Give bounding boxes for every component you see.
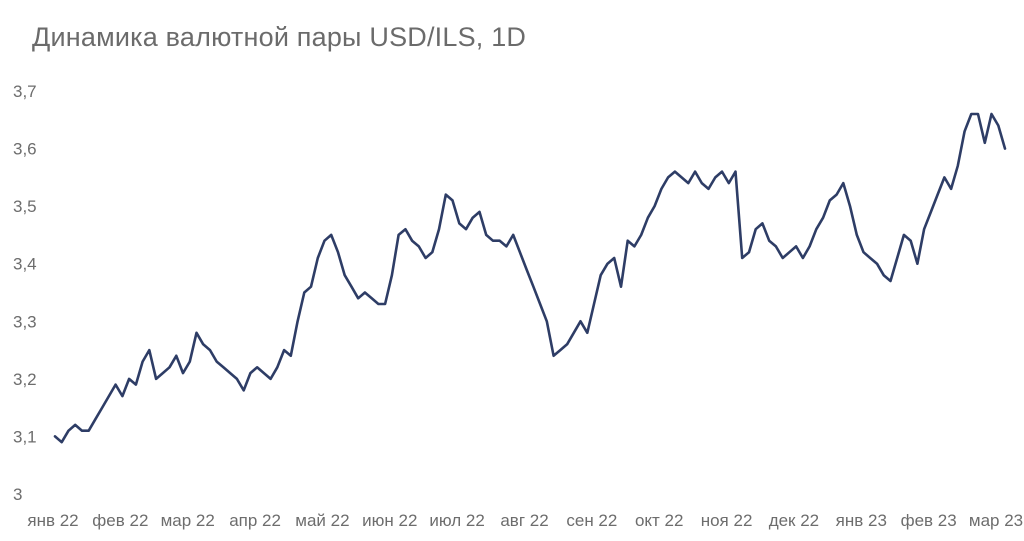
x-tick-label: июл 22 bbox=[429, 511, 484, 530]
x-tick-label: апр 22 bbox=[229, 511, 281, 530]
y-tick-label: 3,2 bbox=[13, 370, 37, 389]
y-tick-label: 3,6 bbox=[13, 140, 37, 159]
x-tick-label: мар 23 bbox=[969, 511, 1023, 530]
x-tick-label: дек 22 bbox=[769, 511, 819, 530]
y-tick-label: 3,1 bbox=[13, 427, 37, 446]
y-tick-label: 3 bbox=[13, 485, 22, 504]
x-tick-label: май 22 bbox=[295, 511, 349, 530]
x-tick-label: фев 23 bbox=[901, 511, 957, 530]
chart-title: Динамика валютной пары USD/ILS, 1D bbox=[32, 22, 527, 52]
x-tick-label: мар 22 bbox=[161, 511, 215, 530]
x-tick-label: фев 22 bbox=[92, 511, 148, 530]
series-line bbox=[53, 112, 1007, 444]
y-tick-label: 3,7 bbox=[13, 82, 37, 101]
x-tick-label: ноя 22 bbox=[701, 511, 753, 530]
x-tick-label: окт 22 bbox=[635, 511, 684, 530]
x-tick-label: янв 22 bbox=[27, 511, 78, 530]
x-tick-label: янв 23 bbox=[836, 511, 887, 530]
x-tick-label: авг 22 bbox=[500, 511, 548, 530]
plot-area bbox=[53, 112, 1007, 444]
y-tick-label: 3,4 bbox=[13, 255, 37, 274]
x-tick-label: сен 22 bbox=[566, 511, 617, 530]
x-tick-label: июн 22 bbox=[362, 511, 417, 530]
y-tick-label: 3,5 bbox=[13, 197, 37, 216]
x-axis: янв 22 фев 22 мар 22 апр 22 май 22 июн 22 июл … bbox=[27, 511, 1023, 530]
y-axis: 3 3,1 3,2 3,3 3,4 3,5 3,6 3,7 bbox=[13, 82, 37, 504]
y-tick-label: 3,3 bbox=[13, 312, 37, 331]
